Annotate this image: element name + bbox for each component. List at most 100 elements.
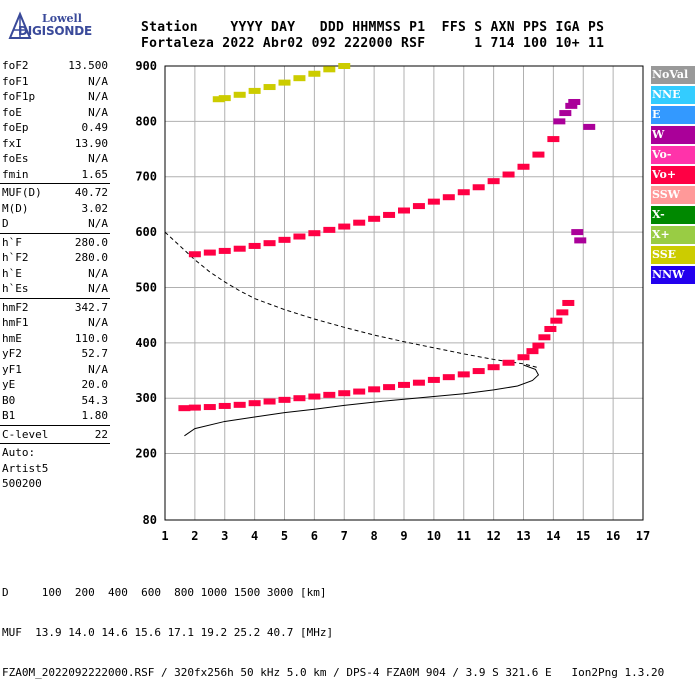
trace-point bbox=[293, 233, 306, 240]
x-tick-label: 12 bbox=[486, 529, 500, 543]
param-separator bbox=[0, 232, 110, 235]
param-label: C-level bbox=[2, 427, 49, 441]
param-label: h`F2 bbox=[2, 251, 29, 264]
trace-point bbox=[308, 230, 321, 237]
trace-point bbox=[203, 249, 216, 256]
param-label: B0 bbox=[2, 393, 16, 407]
legend-item: X+ bbox=[651, 226, 695, 244]
trace-point bbox=[263, 84, 276, 91]
param-value: 280.0 bbox=[74, 251, 108, 264]
trace-point bbox=[323, 391, 336, 398]
param-value: 52.7 bbox=[81, 347, 109, 360]
param-row: foEp 0.49 bbox=[0, 120, 110, 136]
trace-point bbox=[538, 334, 551, 341]
trace-point bbox=[532, 342, 545, 349]
trace-point bbox=[427, 198, 440, 205]
trace-point bbox=[368, 386, 381, 393]
x-tick-label: 14 bbox=[546, 529, 560, 543]
trace-point bbox=[278, 79, 291, 86]
param-value: 13.500 bbox=[68, 59, 108, 72]
param-value: 20.0 bbox=[81, 378, 109, 391]
trace-point bbox=[502, 171, 515, 178]
param-value: N/A bbox=[88, 74, 108, 88]
trace-point bbox=[233, 401, 246, 408]
trace-point bbox=[248, 87, 261, 94]
param-label: fmin bbox=[2, 167, 29, 181]
legend-item: W bbox=[651, 126, 695, 144]
trace-point bbox=[233, 245, 246, 252]
param-label: yF1 bbox=[2, 362, 22, 376]
param-value: 280.0 bbox=[74, 235, 108, 249]
trace-point bbox=[293, 75, 306, 82]
param-row: hmF1 N/A bbox=[0, 315, 110, 331]
param-value: 3.02 bbox=[81, 201, 109, 215]
param-row: D N/A bbox=[0, 216, 110, 232]
trace-point bbox=[532, 151, 545, 158]
param-separator bbox=[0, 297, 110, 300]
param-value: N/A bbox=[88, 152, 108, 165]
trace-point bbox=[178, 405, 191, 412]
param-row: hmF2 342.7 bbox=[0, 300, 110, 316]
param-label: yF2 bbox=[2, 347, 22, 360]
ionogram-chart: 1 2 3 4 5 6 7 8 9 10 11 12 13 14 15 16 17802003004005006… bbox=[135, 59, 650, 543]
param-label: B1 bbox=[2, 409, 16, 422]
trace-point bbox=[188, 251, 201, 258]
x-tick-label: 11 bbox=[457, 529, 471, 543]
trace-point bbox=[233, 91, 246, 98]
trace-point bbox=[574, 237, 587, 244]
trace-point bbox=[442, 374, 455, 381]
trace-point bbox=[203, 404, 216, 411]
param-row: foF2 13.500 bbox=[0, 58, 110, 74]
param-row: h`F 280.0 bbox=[0, 235, 110, 251]
trace-point bbox=[338, 63, 351, 69]
trace-point bbox=[583, 123, 596, 130]
trace-point bbox=[353, 219, 366, 226]
param-label: h`Es bbox=[2, 282, 29, 295]
trace-point bbox=[218, 247, 231, 254]
header-line-1: Station YYYY DAY DDD HHMMSS P1 FFS S AXN… bbox=[141, 20, 605, 35]
param-row: h`Es N/A bbox=[0, 281, 110, 297]
trace-point bbox=[248, 400, 261, 407]
x-tick-label: 6 bbox=[311, 529, 318, 543]
param-row: B0 54.3 bbox=[0, 393, 110, 409]
footer: D 100 200 400 600 800 1000 1500 3000 [km… bbox=[2, 560, 664, 693]
x-tick-label: 17 bbox=[636, 529, 650, 543]
param-value: 1.80 bbox=[81, 409, 109, 422]
x-tick-label: 7 bbox=[341, 529, 348, 543]
trace-point bbox=[218, 95, 231, 102]
x-tick-label: 3 bbox=[221, 529, 228, 543]
x-tick-label: 8 bbox=[371, 529, 378, 543]
trace-point bbox=[278, 396, 291, 403]
y-tick-label: 500 bbox=[135, 280, 157, 294]
trace-point bbox=[338, 390, 351, 397]
x-tick-label: 2 bbox=[191, 529, 198, 543]
parameter-panel: foF2 13.500 foF1 N/A foF1p N/A foE N/A foEp 0.49 f… bbox=[0, 58, 110, 492]
trace-point bbox=[457, 189, 470, 196]
param-row: foF1 N/A bbox=[0, 74, 110, 90]
y-tick-label: 700 bbox=[135, 170, 157, 184]
param-value: 40.72 bbox=[74, 186, 108, 199]
param-note: 500200 bbox=[2, 477, 42, 490]
param-row: h`E N/A bbox=[0, 266, 110, 282]
trace-point bbox=[472, 368, 485, 375]
param-row: yF2 52.7 bbox=[0, 346, 110, 362]
param-label: hmE bbox=[2, 331, 22, 345]
trace-point bbox=[383, 211, 396, 218]
param-value: 13.90 bbox=[74, 136, 108, 150]
param-value: N/A bbox=[88, 316, 108, 329]
legend-item: SSW bbox=[651, 186, 695, 204]
param-label: h`F bbox=[2, 235, 22, 249]
param-value: 110.0 bbox=[74, 331, 108, 345]
trace-point bbox=[383, 384, 396, 391]
param-value: 0.49 bbox=[81, 121, 109, 134]
param-separator bbox=[0, 183, 110, 185]
param-label: fxI bbox=[2, 136, 22, 150]
param-separator bbox=[0, 424, 110, 427]
param-row: yF1 N/A bbox=[0, 362, 110, 378]
trace-point bbox=[398, 207, 410, 214]
legend-item: Vo- bbox=[651, 146, 695, 164]
trace-point bbox=[412, 203, 425, 210]
footer-distance-line: D 100 200 400 600 800 1000 1500 3000 [km… bbox=[2, 586, 327, 599]
x-tick-label: 1 bbox=[161, 529, 168, 543]
param-label: h`E bbox=[2, 266, 22, 280]
